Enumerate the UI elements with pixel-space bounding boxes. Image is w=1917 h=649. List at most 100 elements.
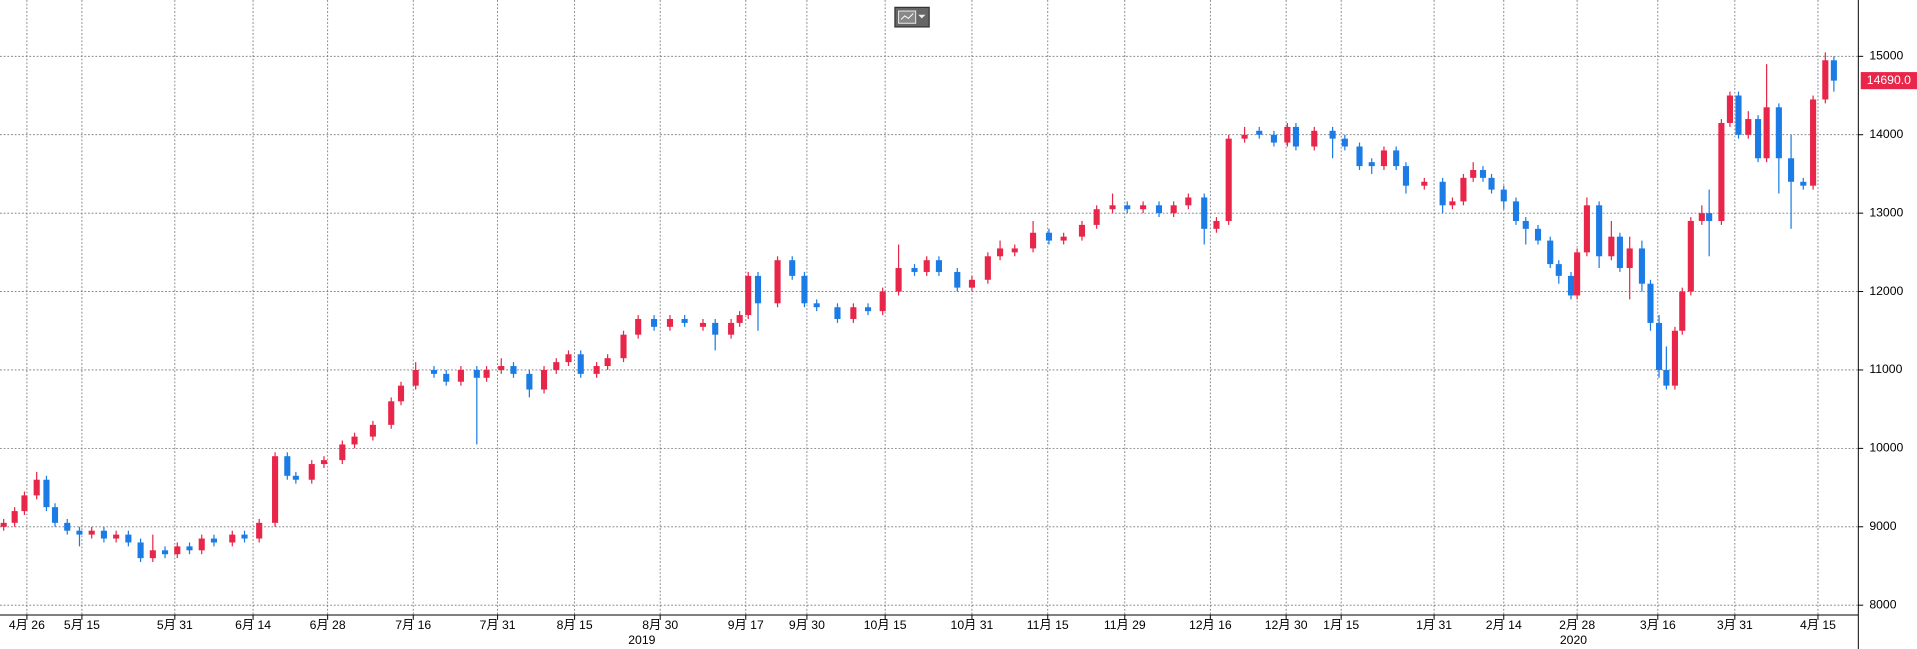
- candle: [11, 507, 18, 527]
- candle-body: [1534, 228, 1542, 241]
- candle-body: [0, 522, 7, 527]
- x-tick-label: 6月 28: [310, 618, 346, 632]
- x-tick-label: 11月 29: [1104, 618, 1146, 632]
- x-tick-label: 7月 16: [395, 618, 431, 632]
- candle: [728, 318, 735, 339]
- candle-body: [498, 366, 505, 370]
- candle-body: [1449, 201, 1456, 206]
- candle-body: [565, 354, 572, 363]
- candle: [1060, 232, 1067, 245]
- candle-body: [789, 260, 796, 276]
- candle-body: [113, 534, 120, 539]
- candle-body: [1292, 126, 1299, 147]
- candle-body: [1655, 322, 1663, 370]
- candle: [1140, 201, 1147, 214]
- candle: [33, 471, 40, 500]
- button-icon-line: [900, 13, 914, 20]
- candle: [241, 530, 248, 543]
- candle: [1647, 279, 1654, 331]
- chart-type-button[interactable]: [894, 6, 930, 28]
- candle-body: [1755, 119, 1762, 159]
- x-tick-label: 5月 15: [64, 618, 100, 632]
- candle-body: [510, 366, 517, 374]
- candle-body: [1706, 213, 1713, 221]
- candle-body: [1311, 130, 1318, 147]
- candle-body: [526, 373, 533, 390]
- candle-body: [699, 322, 707, 327]
- x-tick-label: 1月 31: [1416, 618, 1452, 632]
- candle-body: [1718, 122, 1725, 221]
- candle-body: [1284, 126, 1291, 143]
- year-label: 2020: [1560, 633, 1587, 647]
- candle-body: [1241, 134, 1248, 139]
- candle: [813, 299, 820, 312]
- candle-body: [292, 475, 299, 480]
- candle-body: [1547, 240, 1554, 265]
- candle-body: [1616, 236, 1623, 269]
- candle-body: [272, 456, 279, 523]
- candle-body: [308, 464, 315, 480]
- candle: [210, 534, 218, 547]
- candle-body: [1663, 369, 1670, 386]
- candle: [1718, 119, 1725, 225]
- y-tick-label: 8000: [1869, 597, 1896, 611]
- candle-body: [935, 260, 942, 272]
- candle: [1655, 315, 1663, 378]
- candle: [256, 518, 263, 543]
- candle-body: [1045, 232, 1053, 241]
- candle: [1439, 177, 1446, 214]
- candle-body: [1626, 248, 1633, 269]
- candle-body: [125, 534, 132, 543]
- candle-body: [1671, 330, 1678, 386]
- candle-body: [1011, 248, 1018, 253]
- candle: [369, 420, 376, 441]
- candle-body: [88, 530, 95, 535]
- candle: [1011, 244, 1018, 257]
- candle-body: [174, 546, 181, 555]
- x-tick-label: 4月 26: [9, 618, 45, 632]
- candle: [1356, 142, 1363, 171]
- candle-body: [774, 260, 781, 304]
- candle: [430, 366, 438, 378]
- candle: [801, 271, 808, 308]
- button-arrow: [918, 14, 926, 19]
- candle: [64, 518, 71, 535]
- candle-body: [1596, 205, 1603, 257]
- candle: [1078, 220, 1086, 241]
- candle: [510, 362, 517, 378]
- candle-body: [33, 479, 40, 496]
- candle: [0, 518, 7, 531]
- year-label: 2019: [628, 633, 655, 647]
- candle-body: [1647, 283, 1654, 323]
- candle: [984, 252, 991, 284]
- candle-body: [1745, 119, 1752, 135]
- x-tick-label: 9月 17: [728, 618, 764, 632]
- candle-body: [1788, 158, 1795, 182]
- candle: [113, 530, 120, 543]
- candle-body: [540, 369, 548, 390]
- candle-body: [1574, 252, 1581, 296]
- candle: [1763, 64, 1770, 163]
- candle-body: [430, 369, 438, 374]
- candle-body: [1479, 170, 1487, 178]
- candle: [1735, 91, 1742, 139]
- candle-body: [1522, 220, 1529, 229]
- candle: [1479, 166, 1487, 182]
- candle-body: [21, 495, 28, 512]
- candle-body: [241, 534, 248, 539]
- candle: [1311, 126, 1318, 151]
- x-tick-label: 5月 31: [157, 618, 193, 632]
- candle: [198, 534, 205, 555]
- candle-body: [712, 322, 719, 335]
- candle-body: [577, 354, 584, 374]
- candle: [1124, 201, 1131, 214]
- candle: [850, 303, 857, 323]
- candle: [540, 366, 548, 394]
- candle: [1256, 126, 1263, 139]
- candle: [553, 358, 560, 374]
- candle: [272, 452, 279, 527]
- candle: [1583, 197, 1590, 257]
- candle: [1663, 346, 1670, 390]
- candle-body: [1341, 138, 1348, 147]
